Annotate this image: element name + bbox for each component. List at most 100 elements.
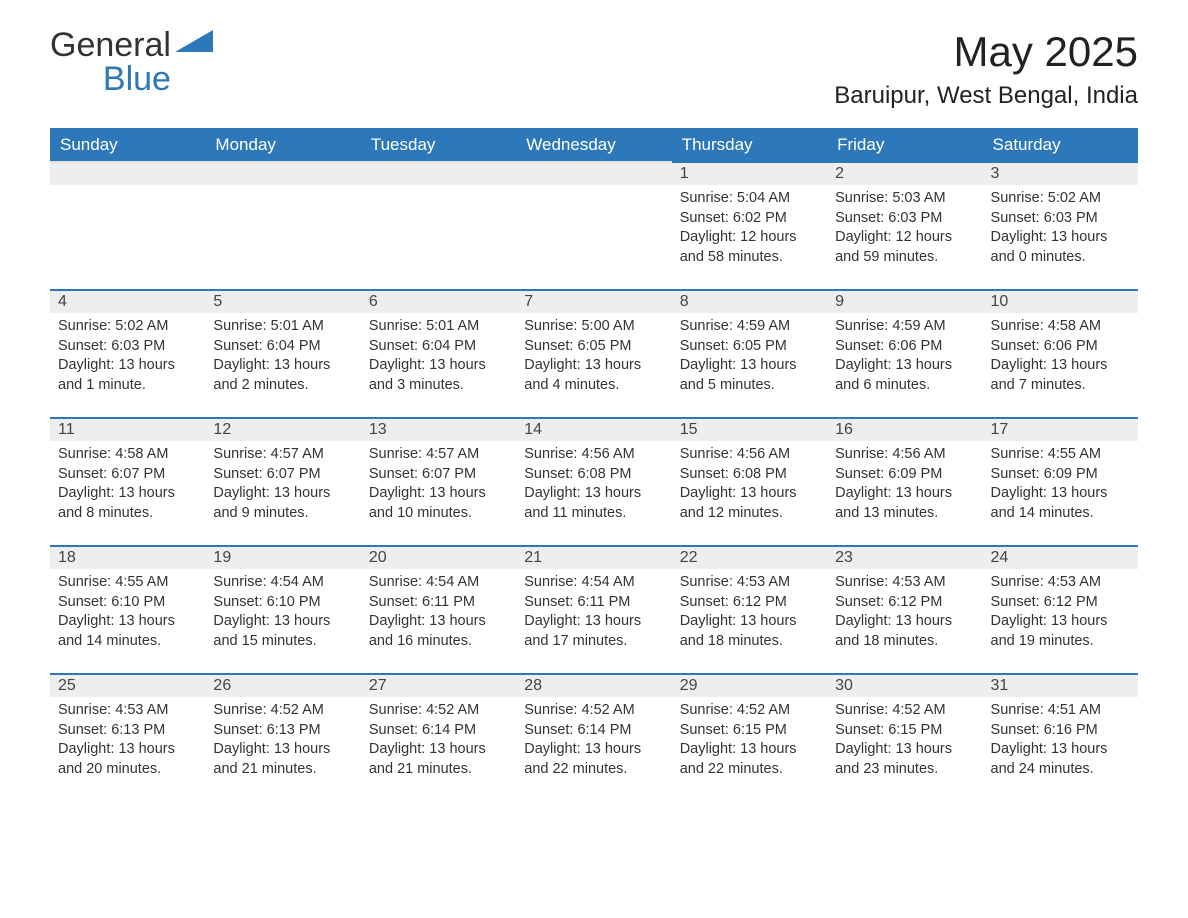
logo-word2: Blue	[50, 62, 171, 96]
day-details: Sunrise: 4:58 AMSunset: 6:07 PMDaylight:…	[50, 441, 205, 523]
day-number: 14	[516, 417, 671, 441]
dow-header: Thursday	[672, 129, 827, 162]
daylight-text: Daylight: 13 hours and 8 minutes.	[58, 484, 197, 523]
calendar-day-cell: 25Sunrise: 4:53 AMSunset: 6:13 PMDayligh…	[50, 673, 205, 801]
daylight-text: Daylight: 13 hours and 4 minutes.	[524, 356, 663, 395]
month-title: May 2025	[834, 28, 1138, 76]
day-details: Sunrise: 4:52 AMSunset: 6:14 PMDaylight:…	[361, 697, 516, 779]
day-details: Sunrise: 5:00 AMSunset: 6:05 PMDaylight:…	[516, 313, 671, 395]
day-details: Sunrise: 4:54 AMSunset: 6:11 PMDaylight:…	[361, 569, 516, 651]
calendar-week-row: 18Sunrise: 4:55 AMSunset: 6:10 PMDayligh…	[50, 545, 1138, 673]
calendar-day-cell: 31Sunrise: 4:51 AMSunset: 6:16 PMDayligh…	[983, 673, 1138, 801]
sunrise-text: Sunrise: 4:53 AM	[991, 573, 1130, 593]
empty-day-number	[361, 161, 516, 185]
day-details: Sunrise: 4:55 AMSunset: 6:09 PMDaylight:…	[983, 441, 1138, 523]
daylight-text: Daylight: 13 hours and 6 minutes.	[835, 356, 974, 395]
day-number: 26	[205, 673, 360, 697]
daylight-text: Daylight: 13 hours and 19 minutes.	[991, 612, 1130, 651]
sunset-text: Sunset: 6:07 PM	[213, 465, 352, 485]
location-text: Baruipur, West Bengal, India	[834, 82, 1138, 110]
daylight-text: Daylight: 13 hours and 10 minutes.	[369, 484, 508, 523]
calendar-day-cell: 10Sunrise: 4:58 AMSunset: 6:06 PMDayligh…	[983, 289, 1138, 417]
day-number: 7	[516, 289, 671, 313]
calendar-day-cell: 8Sunrise: 4:59 AMSunset: 6:05 PMDaylight…	[672, 289, 827, 417]
day-details: Sunrise: 4:57 AMSunset: 6:07 PMDaylight:…	[361, 441, 516, 523]
sunrise-text: Sunrise: 5:00 AM	[524, 317, 663, 337]
sunset-text: Sunset: 6:05 PM	[680, 337, 819, 357]
day-details: Sunrise: 4:52 AMSunset: 6:15 PMDaylight:…	[672, 697, 827, 779]
daylight-text: Daylight: 13 hours and 16 minutes.	[369, 612, 508, 651]
calendar-day-cell: 30Sunrise: 4:52 AMSunset: 6:15 PMDayligh…	[827, 673, 982, 801]
day-number: 9	[827, 289, 982, 313]
sunrise-text: Sunrise: 4:52 AM	[213, 701, 352, 721]
day-number: 28	[516, 673, 671, 697]
logo-triangle-icon	[175, 28, 217, 56]
sunrise-text: Sunrise: 4:53 AM	[680, 573, 819, 593]
empty-day-number	[50, 161, 205, 185]
calendar-day-cell: 6Sunrise: 5:01 AMSunset: 6:04 PMDaylight…	[361, 289, 516, 417]
calendar-day-cell: 22Sunrise: 4:53 AMSunset: 6:12 PMDayligh…	[672, 545, 827, 673]
daylight-text: Daylight: 13 hours and 22 minutes.	[680, 740, 819, 779]
sunrise-text: Sunrise: 4:53 AM	[835, 573, 974, 593]
sunrise-text: Sunrise: 4:59 AM	[680, 317, 819, 337]
title-block: May 2025 Baruipur, West Bengal, India	[834, 28, 1138, 110]
day-details: Sunrise: 4:55 AMSunset: 6:10 PMDaylight:…	[50, 569, 205, 651]
daylight-text: Daylight: 13 hours and 11 minutes.	[524, 484, 663, 523]
sunset-text: Sunset: 6:12 PM	[680, 593, 819, 613]
day-details: Sunrise: 4:54 AMSunset: 6:10 PMDaylight:…	[205, 569, 360, 651]
calendar-day-cell	[205, 161, 360, 289]
sunset-text: Sunset: 6:04 PM	[369, 337, 508, 357]
daylight-text: Daylight: 13 hours and 12 minutes.	[680, 484, 819, 523]
sunset-text: Sunset: 6:10 PM	[213, 593, 352, 613]
day-number: 12	[205, 417, 360, 441]
day-number: 24	[983, 545, 1138, 569]
daylight-text: Daylight: 12 hours and 59 minutes.	[835, 228, 974, 267]
daylight-text: Daylight: 13 hours and 23 minutes.	[835, 740, 974, 779]
sunrise-text: Sunrise: 4:52 AM	[680, 701, 819, 721]
calendar-day-cell: 18Sunrise: 4:55 AMSunset: 6:10 PMDayligh…	[50, 545, 205, 673]
sunset-text: Sunset: 6:08 PM	[524, 465, 663, 485]
day-details: Sunrise: 4:52 AMSunset: 6:14 PMDaylight:…	[516, 697, 671, 779]
sunset-text: Sunset: 6:08 PM	[680, 465, 819, 485]
calendar-day-cell: 3Sunrise: 5:02 AMSunset: 6:03 PMDaylight…	[983, 161, 1138, 289]
sunset-text: Sunset: 6:14 PM	[524, 721, 663, 741]
sunset-text: Sunset: 6:12 PM	[835, 593, 974, 613]
calendar-day-cell: 19Sunrise: 4:54 AMSunset: 6:10 PMDayligh…	[205, 545, 360, 673]
sunrise-text: Sunrise: 5:02 AM	[58, 317, 197, 337]
dow-header: Tuesday	[361, 129, 516, 162]
sunset-text: Sunset: 6:03 PM	[991, 209, 1130, 229]
sunset-text: Sunset: 6:05 PM	[524, 337, 663, 357]
calendar-table: SundayMondayTuesdayWednesdayThursdayFrid…	[50, 128, 1138, 801]
logo: General Blue	[50, 28, 217, 96]
sunset-text: Sunset: 6:10 PM	[58, 593, 197, 613]
calendar-day-cell: 17Sunrise: 4:55 AMSunset: 6:09 PMDayligh…	[983, 417, 1138, 545]
sunrise-text: Sunrise: 4:56 AM	[680, 445, 819, 465]
dow-header: Monday	[205, 129, 360, 162]
calendar-week-row: 4Sunrise: 5:02 AMSunset: 6:03 PMDaylight…	[50, 289, 1138, 417]
sunrise-text: Sunrise: 5:04 AM	[680, 189, 819, 209]
empty-day-number	[205, 161, 360, 185]
calendar-day-cell: 1Sunrise: 5:04 AMSunset: 6:02 PMDaylight…	[672, 161, 827, 289]
day-details: Sunrise: 4:52 AMSunset: 6:13 PMDaylight:…	[205, 697, 360, 779]
sunset-text: Sunset: 6:07 PM	[58, 465, 197, 485]
sunrise-text: Sunrise: 4:54 AM	[369, 573, 508, 593]
day-number: 19	[205, 545, 360, 569]
day-details: Sunrise: 5:01 AMSunset: 6:04 PMDaylight:…	[205, 313, 360, 395]
sunset-text: Sunset: 6:15 PM	[835, 721, 974, 741]
day-details: Sunrise: 4:53 AMSunset: 6:12 PMDaylight:…	[827, 569, 982, 651]
daylight-text: Daylight: 12 hours and 58 minutes.	[680, 228, 819, 267]
calendar-day-cell: 26Sunrise: 4:52 AMSunset: 6:13 PMDayligh…	[205, 673, 360, 801]
calendar-day-cell	[361, 161, 516, 289]
sunrise-text: Sunrise: 4:52 AM	[835, 701, 974, 721]
daylight-text: Daylight: 13 hours and 0 minutes.	[991, 228, 1130, 267]
day-details: Sunrise: 5:04 AMSunset: 6:02 PMDaylight:…	[672, 185, 827, 267]
day-details: Sunrise: 4:59 AMSunset: 6:06 PMDaylight:…	[827, 313, 982, 395]
sunrise-text: Sunrise: 4:58 AM	[991, 317, 1130, 337]
sunrise-text: Sunrise: 4:59 AM	[835, 317, 974, 337]
calendar-week-row: 1Sunrise: 5:04 AMSunset: 6:02 PMDaylight…	[50, 161, 1138, 289]
day-details: Sunrise: 4:53 AMSunset: 6:12 PMDaylight:…	[672, 569, 827, 651]
day-details: Sunrise: 4:54 AMSunset: 6:11 PMDaylight:…	[516, 569, 671, 651]
day-details: Sunrise: 4:58 AMSunset: 6:06 PMDaylight:…	[983, 313, 1138, 395]
day-details: Sunrise: 5:01 AMSunset: 6:04 PMDaylight:…	[361, 313, 516, 395]
day-number: 8	[672, 289, 827, 313]
